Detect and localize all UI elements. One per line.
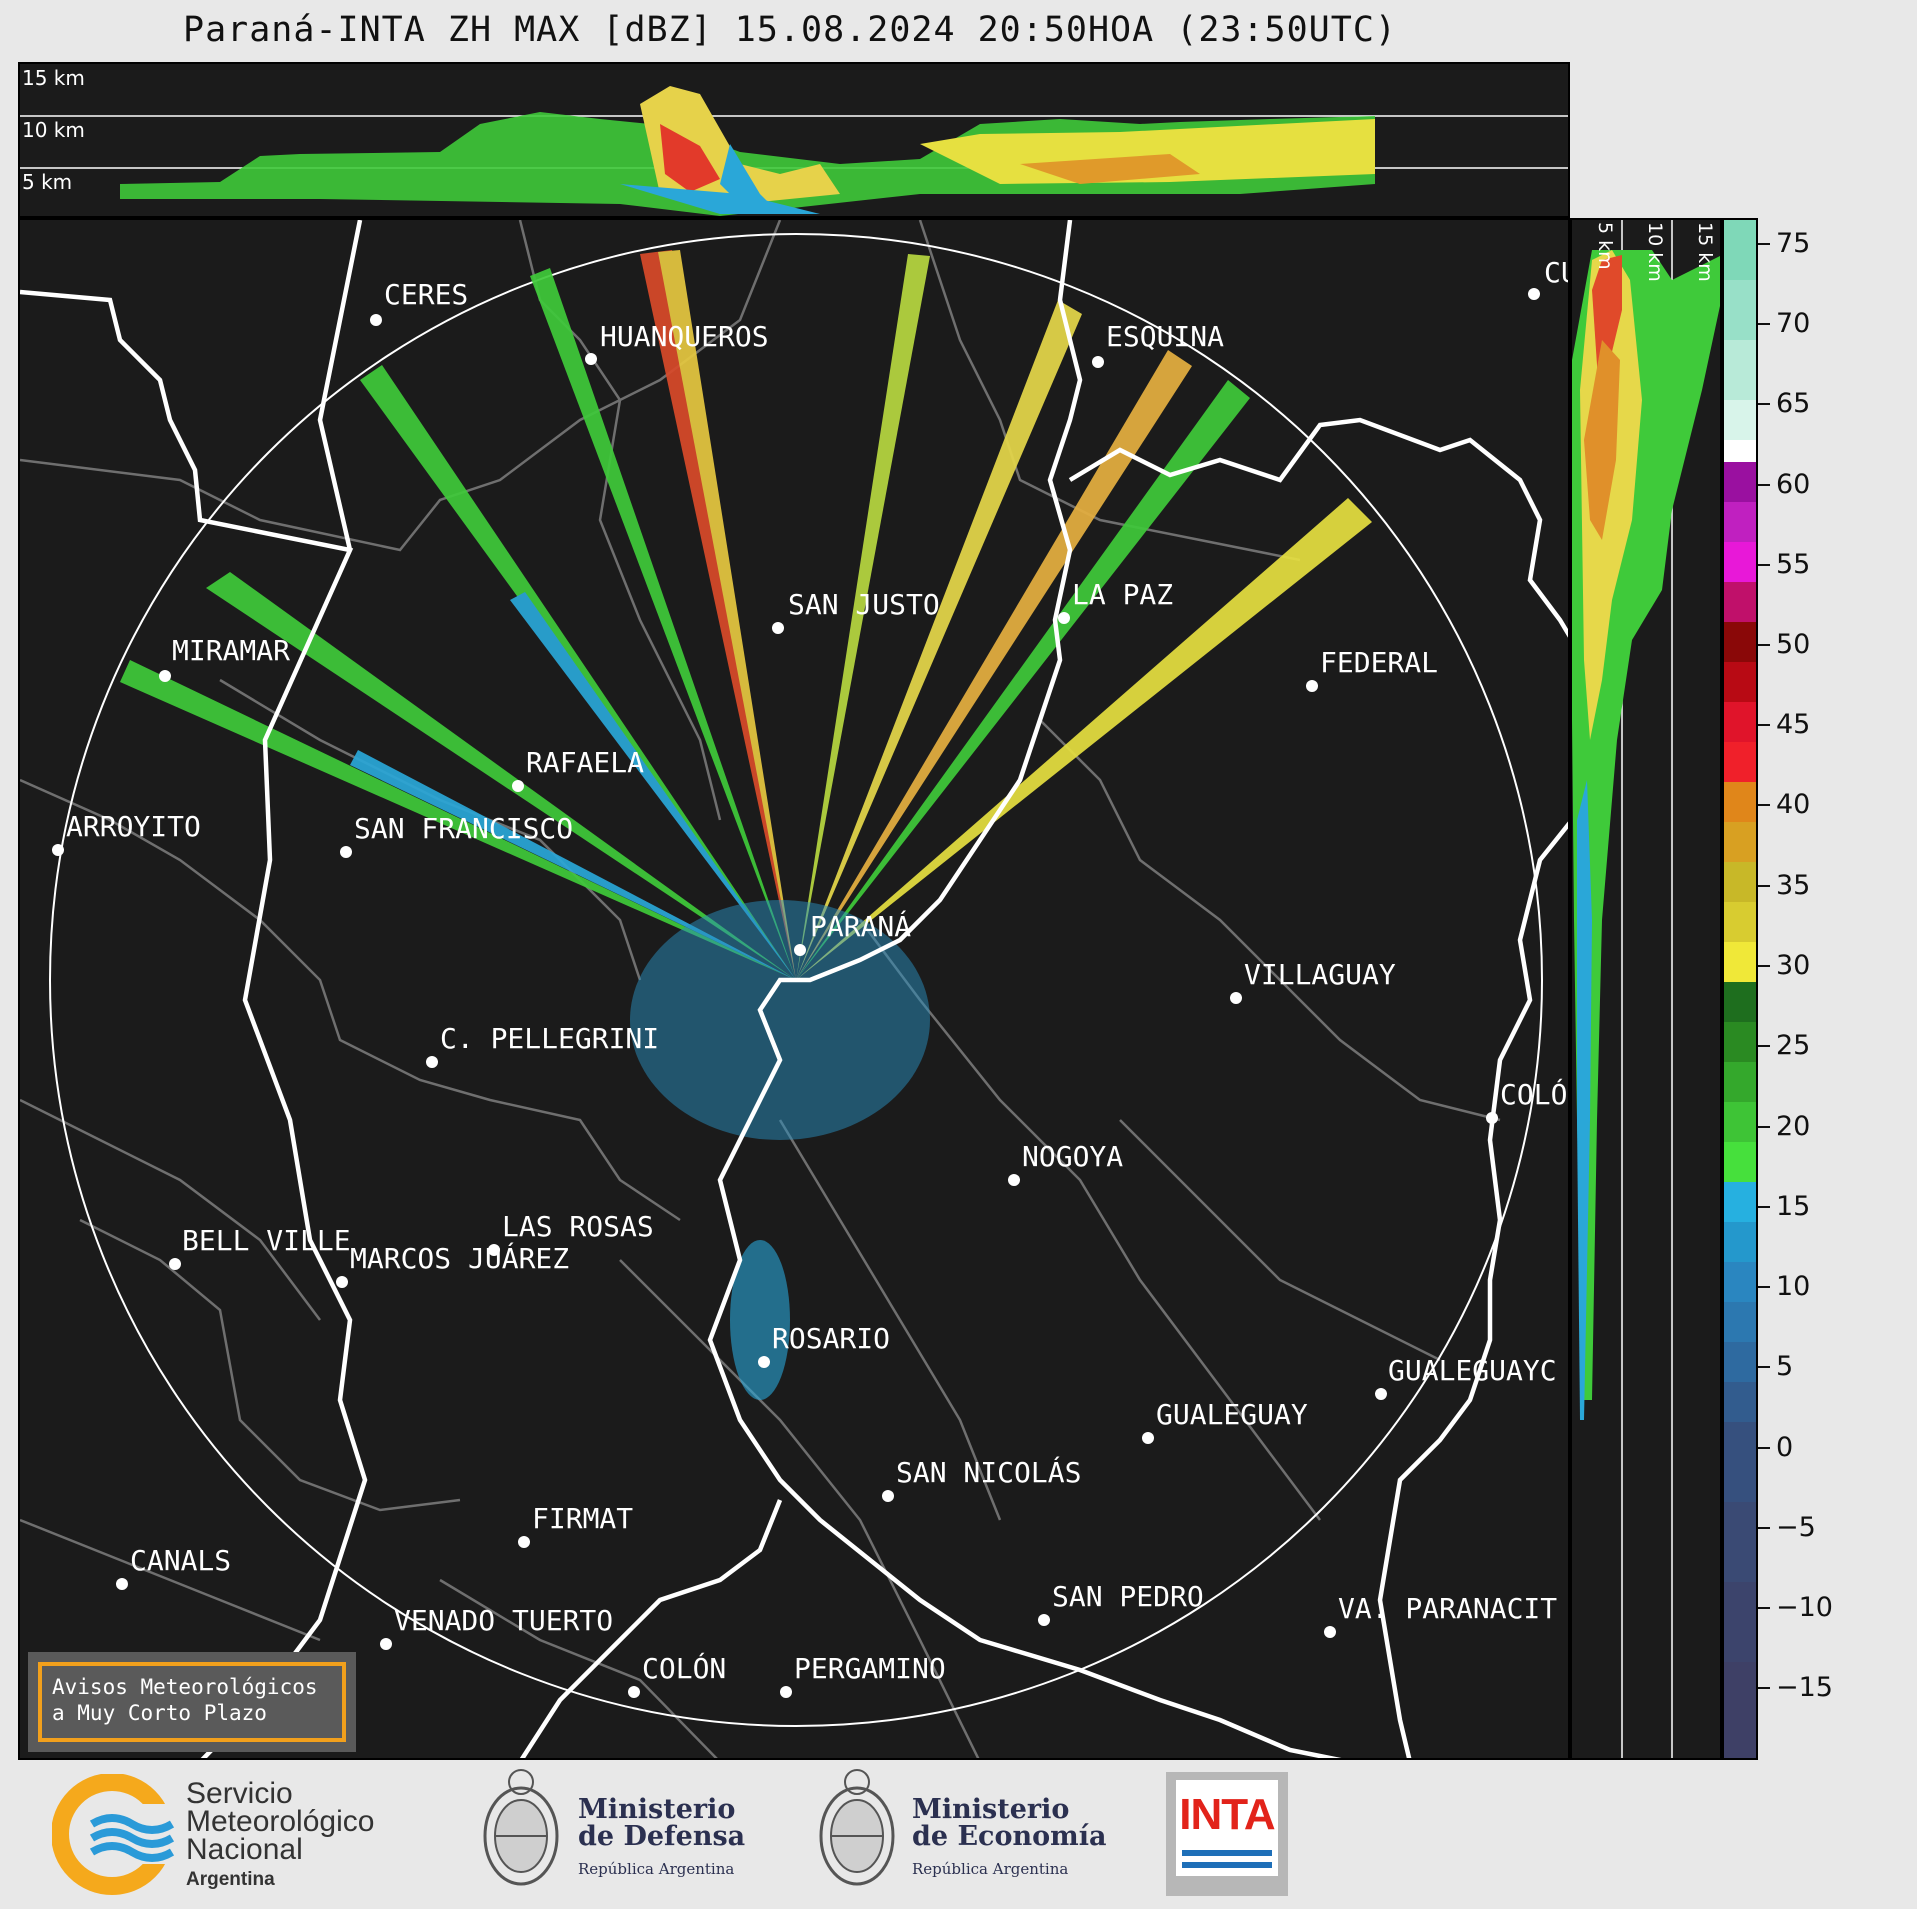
city-markers bbox=[52, 288, 1540, 1698]
city-colo: COLÓ bbox=[1500, 1077, 1567, 1111]
colorbar-tick-0: 0 bbox=[1776, 1432, 1794, 1463]
dbz-colorbar bbox=[1722, 218, 1758, 1760]
smn-line-4: Argentina bbox=[186, 1869, 275, 1890]
smn-emblem-icon bbox=[51, 1773, 182, 1895]
inta-word: INTA bbox=[1179, 1790, 1275, 1839]
height-label-5km: 5 km bbox=[22, 170, 73, 194]
height-profile-side: 5 km 10 km 15 km bbox=[1570, 218, 1722, 1760]
city-san-nicolas: SAN NICOLÁS bbox=[896, 1455, 1081, 1489]
colorbar-tick-minus10: −10 bbox=[1776, 1592, 1833, 1623]
city-ceres: CERES bbox=[384, 278, 468, 311]
colorbar-tick-45: 45 bbox=[1776, 709, 1811, 740]
colorbar-tick-55: 55 bbox=[1776, 549, 1811, 580]
colorbar-tick-15: 15 bbox=[1776, 1191, 1811, 1222]
city-c-pellegrini: C. PELLEGRINI bbox=[440, 1022, 659, 1055]
colorbar-tick-65: 65 bbox=[1776, 388, 1811, 419]
defensa-line-3: República Argentina bbox=[578, 1860, 735, 1878]
city-san-pedro: SAN PEDRO bbox=[1052, 1580, 1204, 1613]
side-profile-echoes bbox=[1572, 220, 1720, 1758]
top-profile-echoes bbox=[20, 86, 1568, 216]
economia-coat-of-arms-icon bbox=[814, 1764, 900, 1904]
side-height-label-5km: 5 km bbox=[1594, 222, 1616, 270]
radar-echo-beams bbox=[120, 250, 1372, 980]
city-va-paranacito: VA. PARANACIT bbox=[1338, 1592, 1557, 1625]
city-labels: CERES HUANQUEROS ESQUINA CU MIRAMAR SAN … bbox=[66, 256, 1570, 1685]
colorbar-tick-60: 60 bbox=[1776, 469, 1811, 500]
smn-line-2: Meteorológico bbox=[186, 1805, 375, 1838]
city-huanqueros: HUANQUEROS bbox=[600, 320, 769, 353]
defensa-name: Ministerio de Defensa República Argentin… bbox=[578, 1796, 745, 1883]
colorbar-tick-minus15: −15 bbox=[1776, 1672, 1833, 1703]
city-bell-ville: BELL VILLE bbox=[182, 1224, 351, 1257]
short-term-warnings-box[interactable]: Avisos Meteorológicos a Muy Corto Plazo bbox=[28, 1652, 356, 1752]
map-title: Paraná-INTA ZH MAX [dBZ] 15.08.2024 20:5… bbox=[183, 10, 1397, 50]
city-cu: CU bbox=[1544, 256, 1570, 289]
colorbar-tick-10: 10 bbox=[1776, 1271, 1811, 1302]
height-label-15km: 15 km bbox=[22, 66, 85, 90]
city-rosario: ROSARIO bbox=[772, 1322, 890, 1355]
colorbar-tick-minus5: −5 bbox=[1776, 1512, 1816, 1543]
city-san-francisco: SAN FRANCISCO bbox=[354, 812, 573, 845]
colorbar-tick-30: 30 bbox=[1776, 950, 1811, 981]
city-villaguay: VILLAGUAY bbox=[1244, 958, 1396, 991]
footer-logos: Servicio Meteorológico Nacional Argentin… bbox=[0, 1760, 1917, 1909]
smn-line-3: Nacional bbox=[186, 1833, 303, 1866]
colorbar-tick-70: 70 bbox=[1776, 308, 1811, 339]
colorbar-tick-25: 25 bbox=[1776, 1030, 1811, 1061]
side-height-label-15km: 15 km bbox=[1694, 222, 1716, 282]
city-pergamino: PERGAMINO bbox=[794, 1652, 946, 1685]
city-marcos-juarez: MARCOS JUÁREZ bbox=[350, 1241, 569, 1275]
city-gualeguay: GUALEGUAY bbox=[1156, 1398, 1308, 1431]
city-arroyito: ARROYITO bbox=[66, 810, 201, 843]
city-nogoya: NOGOYA bbox=[1022, 1140, 1123, 1173]
notice-line-2: a Muy Corto Plazo bbox=[52, 1701, 267, 1725]
colorbar-tick-50: 50 bbox=[1776, 629, 1811, 660]
city-federal: FEDERAL bbox=[1320, 646, 1438, 679]
department-boundaries bbox=[20, 220, 1501, 1758]
radar-map-canvas: CERES HUANQUEROS ESQUINA CU MIRAMAR SAN … bbox=[20, 220, 1570, 1758]
inta-logo: INTA bbox=[1166, 1772, 1288, 1896]
height-profile-top: 15 km 10 km 5 km bbox=[18, 62, 1570, 218]
colorbar-tick-75: 75 bbox=[1776, 228, 1811, 259]
smn-logo bbox=[51, 1773, 182, 1896]
city-firmat: FIRMAT bbox=[532, 1502, 633, 1535]
economia-line-3: República Argentina bbox=[912, 1860, 1069, 1878]
city-venado-tuerto: VENADO TUERTO bbox=[394, 1604, 613, 1637]
notice-line-1: Avisos Meteorológicos bbox=[52, 1675, 318, 1699]
city-san-justo: SAN JUSTO bbox=[788, 588, 940, 621]
provincial-borders bbox=[20, 220, 1568, 1758]
economia-line-2: de Economía bbox=[912, 1821, 1107, 1852]
city-rafaela: RAFAELA bbox=[526, 746, 644, 779]
economia-name: Ministerio de Economía República Argenti… bbox=[912, 1796, 1106, 1883]
height-label-10km: 10 km bbox=[22, 118, 85, 142]
economia-line-1: Ministerio bbox=[912, 1794, 1070, 1825]
colorbar-tick-40: 40 bbox=[1776, 789, 1811, 820]
side-height-label-10km: 10 km bbox=[1644, 222, 1666, 282]
city-esquina: ESQUINA bbox=[1106, 320, 1224, 353]
city-parana: PARANÁ bbox=[810, 909, 911, 943]
defensa-line-2: de Defensa bbox=[578, 1821, 746, 1852]
defensa-coat-of-arms-icon bbox=[478, 1764, 564, 1904]
city-colon: COLÓN bbox=[642, 1651, 726, 1685]
range-ring bbox=[49, 233, 1543, 1727]
smn-name: Servicio Meteorológico Nacional Argentin… bbox=[186, 1777, 375, 1894]
city-gualeguaychu: GUALEGUAYC bbox=[1388, 1354, 1557, 1387]
city-canals: CANALS bbox=[130, 1544, 231, 1577]
colorbar-tick-5: 5 bbox=[1776, 1351, 1794, 1382]
colorbar-tick-35: 35 bbox=[1776, 870, 1811, 901]
city-las-rosas: LAS ROSAS bbox=[502, 1210, 654, 1243]
smn-line-1: Servicio bbox=[186, 1777, 293, 1810]
city-miramar: MIRAMAR bbox=[172, 634, 290, 667]
city-la-paz: LA PAZ bbox=[1072, 578, 1173, 611]
colorbar-tick-20: 20 bbox=[1776, 1111, 1811, 1142]
defensa-line-1: Ministerio bbox=[578, 1794, 736, 1825]
radar-map[interactable]: CERES HUANQUEROS ESQUINA CU MIRAMAR SAN … bbox=[18, 218, 1570, 1760]
